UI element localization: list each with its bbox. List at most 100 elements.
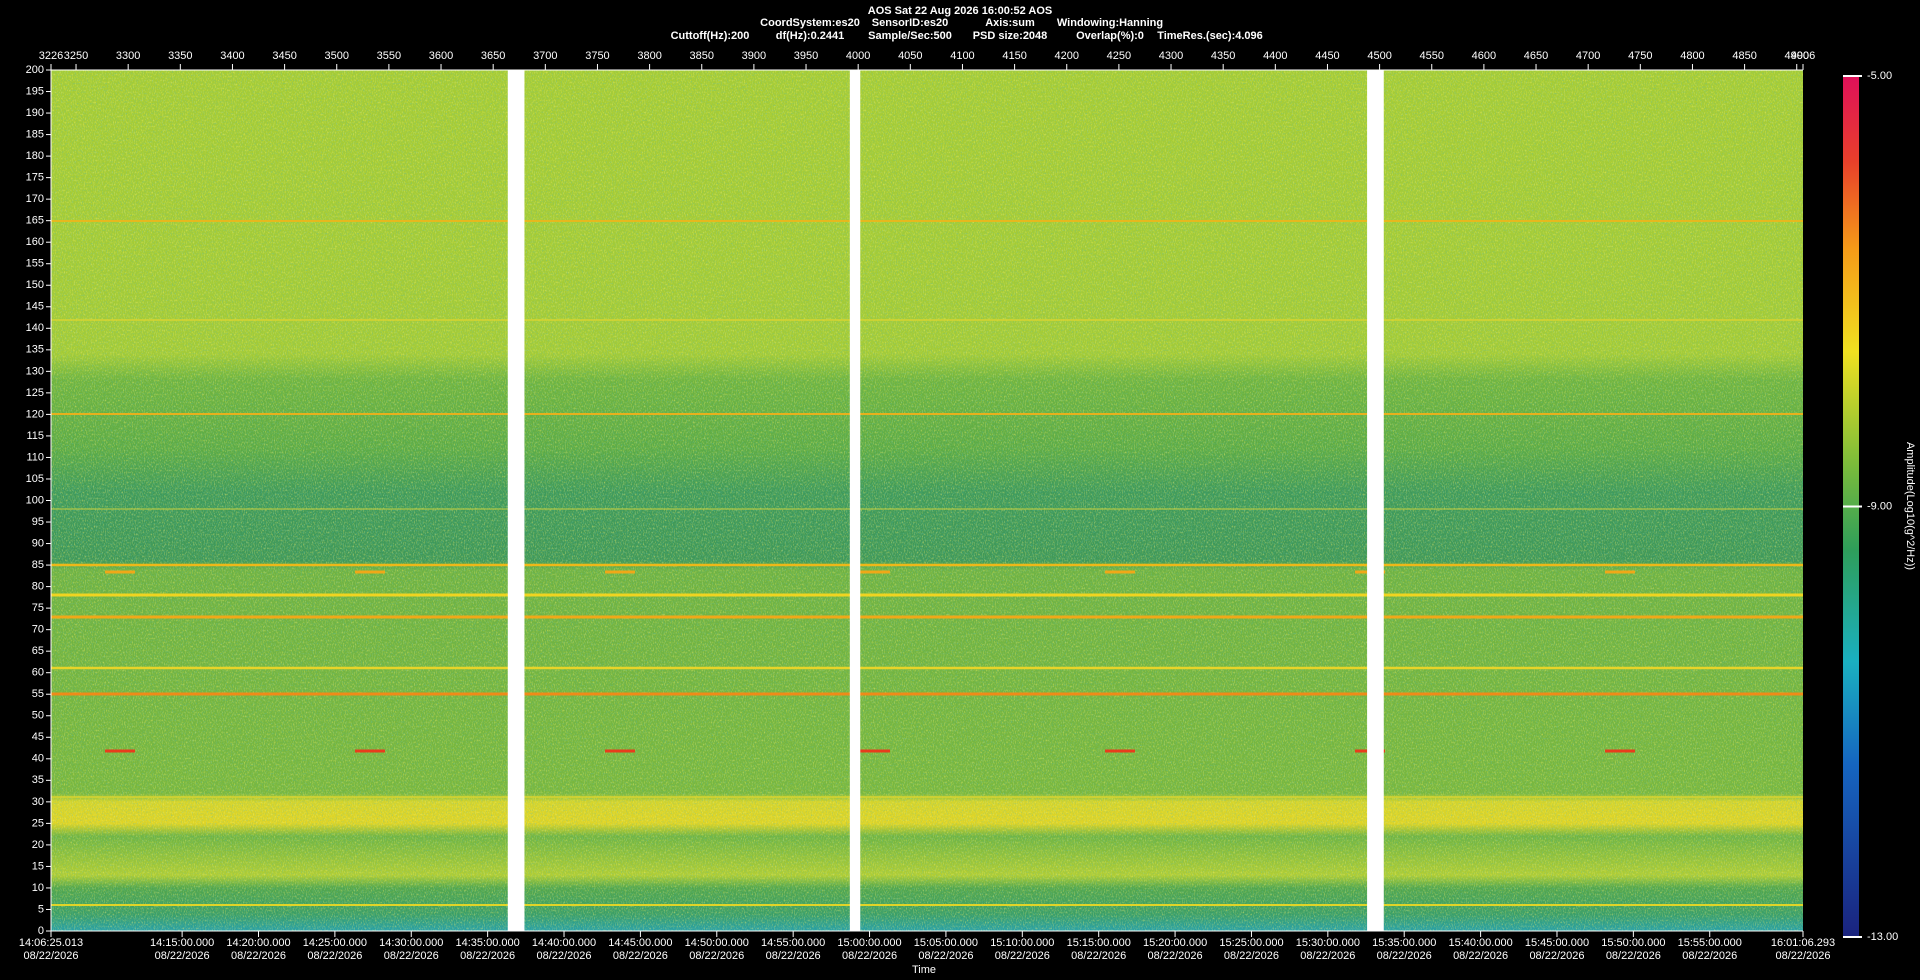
header-line-2: Cuttoff(Hz):200 df(Hz):0.2441 Sample/Sec:5…: [671, 30, 1263, 42]
x-tick-label: 3600: [429, 50, 453, 62]
time-tick-date: 08/22/2026: [1606, 950, 1661, 962]
time-tick-label: 14:30:00.000: [379, 937, 443, 949]
y-tick-label: 0: [38, 925, 44, 937]
x-tick-label: 4000: [846, 50, 870, 62]
plot-area: [51, 70, 1803, 931]
time-tick-label: 14:20:00.000: [226, 937, 290, 949]
x-tick-label: 3500: [325, 50, 349, 62]
spectrogram-texture: [51, 70, 1803, 931]
x-tick-label: 3650: [481, 50, 505, 62]
time-tick-date: 08/22/2026: [536, 950, 591, 962]
y-tick-label: 25: [32, 817, 44, 829]
y-tick-label: 90: [32, 537, 44, 549]
header-field: SensorID:es20: [872, 17, 948, 29]
y-tick-label: 200: [26, 64, 44, 76]
x-tick-label: 3400: [220, 50, 244, 62]
time-tick-date: 08/22/2026: [155, 950, 210, 962]
y-tick-label: 35: [32, 774, 44, 786]
header-field: TimeRes.(sec):4.096: [1157, 30, 1263, 42]
x-tick-label: 3250: [64, 50, 88, 62]
time-tick-date: 08/22/2026: [1529, 950, 1584, 962]
y-tick-label: 140: [26, 322, 44, 334]
header-field: Sample/Sec:500: [868, 30, 952, 42]
y-tick-label: 175: [26, 172, 44, 184]
x-tick-label: 3900: [742, 50, 766, 62]
x-tick-label: 4550: [1420, 50, 1444, 62]
time-tick-date: 08/22/2026: [766, 950, 821, 962]
time-tick-date: 08/22/2026: [1148, 950, 1203, 962]
x-tick-label: 4800: [1680, 50, 1704, 62]
time-tick-label: 16:01:06.293: [1771, 937, 1835, 949]
y-tick-label: 125: [26, 387, 44, 399]
x-tick-label: 4300: [1159, 50, 1183, 62]
x-tick-label: 4250: [1107, 50, 1131, 62]
x-tick-label: 3700: [533, 50, 557, 62]
y-tick-label: 135: [26, 344, 44, 356]
y-tick-label: 65: [32, 645, 44, 657]
time-tick-label: 14:50:00.000: [685, 937, 749, 949]
header-field: PSD size:2048: [973, 30, 1048, 42]
x-tick-label: 4750: [1628, 50, 1652, 62]
x-tick-label: 4700: [1576, 50, 1600, 62]
y-tick-label: 45: [32, 731, 44, 743]
y-tick-label: 145: [26, 301, 44, 313]
y-tick-label: 10: [32, 882, 44, 894]
y-tick-label: 160: [26, 236, 44, 248]
time-tick-date: 08/22/2026: [23, 950, 78, 962]
y-tick-label: 70: [32, 624, 44, 636]
x-tick-label: 4350: [1211, 50, 1235, 62]
x-tick-label: 4200: [1055, 50, 1079, 62]
time-tick-date: 08/22/2026: [1377, 950, 1432, 962]
time-tick-label: 14:40:00.000: [532, 937, 596, 949]
time-tick-label: 15:10:00.000: [990, 937, 1054, 949]
time-tick-label: 15:05:00.000: [914, 937, 978, 949]
time-tick-label: 14:06:25.013: [19, 937, 83, 949]
time-tick-label: 15:45:00.000: [1525, 937, 1589, 949]
time-tick-label: 15:50:00.000: [1601, 937, 1665, 949]
time-tick-date: 08/22/2026: [1071, 950, 1126, 962]
y-tick-label: 120: [26, 408, 44, 420]
time-tick-date: 08/22/2026: [231, 950, 286, 962]
time-tick-date: 08/22/2026: [1453, 950, 1508, 962]
y-tick-label: 75: [32, 602, 44, 614]
y-tick-label: 30: [32, 796, 44, 808]
time-tick-label: 14:25:00.000: [303, 937, 367, 949]
y-tick-label: 40: [32, 753, 44, 765]
time-tick-label: 15:40:00.000: [1448, 937, 1512, 949]
x-tick-label: 4900: [1785, 50, 1809, 62]
x-tick-label: 4450: [1315, 50, 1339, 62]
x-tick-label: 3800: [637, 50, 661, 62]
y-tick-label: 15: [32, 860, 44, 872]
colorbar-tick-label: -9.00: [1867, 500, 1892, 512]
x-tick-label: 4906: [1791, 50, 1815, 62]
x-tick-label: 4100: [950, 50, 974, 62]
time-tick-date: 08/22/2026: [689, 950, 744, 962]
x-tick-label: 4050: [898, 50, 922, 62]
time-tick-label: 15:35:00.000: [1372, 937, 1436, 949]
time-tick-date: 08/22/2026: [1775, 950, 1830, 962]
y-tick-label: 85: [32, 559, 44, 571]
header-line-1: CoordSystem:es20 SensorID:es20 Axis:sum Win…: [760, 17, 1163, 29]
time-tick-label: 14:35:00.000: [456, 937, 520, 949]
x-tick-label: 3750: [585, 50, 609, 62]
x-tick-label: 4850: [1732, 50, 1756, 62]
y-tick-label: 165: [26, 215, 44, 227]
time-tick-date: 08/22/2026: [1682, 950, 1737, 962]
y-tick-label: 110: [26, 451, 44, 463]
y-tick-label: 50: [32, 710, 44, 722]
data-gap: [849, 70, 861, 931]
data-gap: [1367, 70, 1384, 931]
time-tick-date: 08/22/2026: [842, 950, 897, 962]
y-tick-label: 95: [32, 516, 44, 528]
x-tick-label: 3226: [39, 50, 63, 62]
x-axis-label: Time: [912, 964, 936, 976]
x-tick-label: 4150: [1002, 50, 1026, 62]
time-tick-date: 08/22/2026: [918, 950, 973, 962]
y-tick-label: 60: [32, 667, 44, 679]
y-tick-label: 195: [26, 85, 44, 97]
y-tick-label: 80: [32, 581, 44, 593]
time-tick-date: 08/22/2026: [995, 950, 1050, 962]
time-tick-label: 15:15:00.000: [1067, 937, 1131, 949]
y-tick-label: 100: [26, 494, 44, 506]
